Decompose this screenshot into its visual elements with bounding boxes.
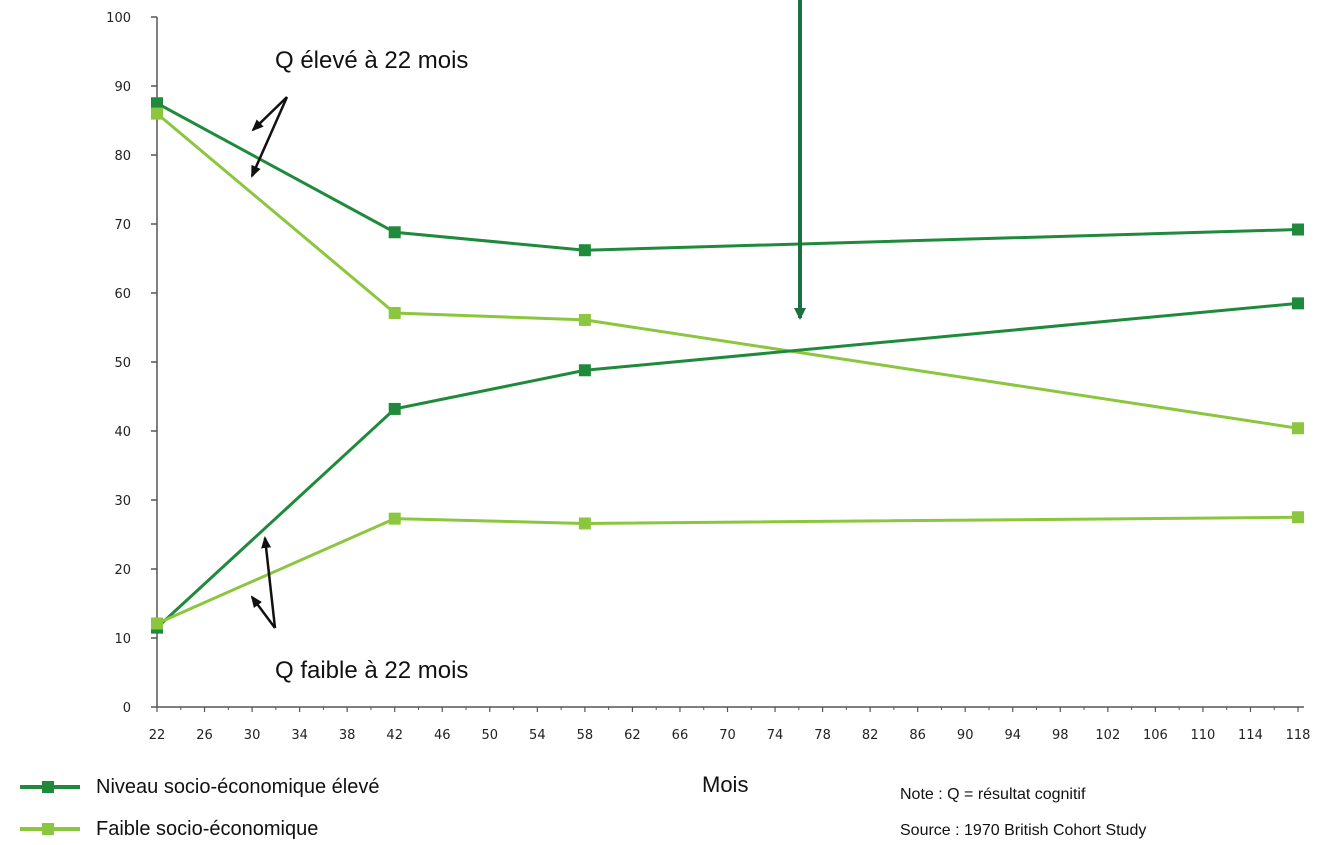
data-point [578, 244, 591, 257]
y-tick-label: 100 [106, 11, 131, 26]
pointer-arrow [251, 96, 288, 132]
y-tick-label: 20 [114, 563, 131, 578]
x-tick-label: 110 [1191, 728, 1216, 743]
x-tick-label: 66 [672, 728, 689, 743]
pointer-arrow [250, 595, 277, 629]
y-tick-label: 50 [114, 356, 131, 371]
annotation-q-eleve: Q élevé à 22 mois [275, 47, 468, 74]
annotation-arrows [250, 0, 806, 629]
pointer-arrow [261, 536, 277, 629]
y-tick-label: 70 [114, 218, 131, 233]
data-point [1292, 511, 1304, 524]
legend-item-low: Faible socio-économique [20, 814, 318, 844]
data-point [578, 364, 591, 377]
x-tick-label: 70 [719, 728, 736, 743]
x-tick-label: 46 [434, 728, 451, 743]
y-tick-label: 90 [114, 80, 131, 95]
x-tick-label: 118 [1286, 728, 1311, 743]
x-tick-label: 78 [814, 728, 831, 743]
tick-labels: 0 10 20 30 40 50 60 70 80 90 100 22 26 30 34 38 42 46 50 54… [106, 11, 1310, 743]
x-tick-label: 30 [244, 728, 261, 743]
legend-label-low: Faible socio-économique [96, 817, 319, 840]
data-point [388, 402, 401, 415]
data-point [151, 97, 163, 110]
data-point [151, 617, 163, 630]
x-tick-label: 26 [196, 728, 213, 743]
x-tick-label: 106 [1143, 728, 1168, 743]
source-text: Source : 1970 British Cohort Study [900, 822, 1147, 839]
y-tick-label: 80 [114, 149, 131, 164]
x-tick-label: 74 [767, 728, 784, 743]
series-line [156, 112, 1299, 430]
x-tick-label: 86 [909, 728, 926, 743]
y-tick-label: 40 [114, 425, 131, 440]
x-tick-label: 50 [482, 728, 499, 743]
x-tick-label: 94 [1004, 728, 1021, 743]
x-tick-label: 114 [1238, 728, 1263, 743]
y-tick-label: 30 [114, 494, 131, 509]
x-tick-label: 90 [957, 728, 974, 743]
legend-swatch-low [20, 823, 80, 835]
x-tick-label: 98 [1052, 728, 1069, 743]
series-line [156, 101, 1299, 252]
x-tick-label: 38 [339, 728, 356, 743]
series-lines [151, 97, 1304, 634]
data-point [1292, 223, 1304, 236]
x-tick-label: 54 [529, 728, 546, 743]
x-tick-label: 22 [149, 728, 166, 743]
data-point [388, 226, 401, 239]
data-point [1292, 422, 1304, 435]
series-line [156, 515, 1299, 625]
data-point [388, 307, 401, 320]
legend-swatch-high [20, 781, 80, 793]
x-axis-label: Mois [702, 772, 749, 797]
x-tick-label: 42 [386, 728, 403, 743]
y-tick-label: 10 [114, 632, 131, 647]
data-point [1292, 297, 1304, 310]
x-tick-label: 58 [577, 728, 594, 743]
series-line [155, 301, 1299, 629]
annotation-q-faible: Q faible à 22 mois [275, 657, 468, 684]
x-tick-label: 62 [624, 728, 641, 743]
data-point [388, 512, 401, 525]
pointer-arrow [250, 96, 289, 178]
axes [151, 16, 1304, 712]
legend-item-high: Niveau socio-économique élevé [20, 772, 380, 802]
x-tick-label: 102 [1095, 728, 1120, 743]
legend-label-high: Niveau socio-économique élevé [96, 775, 380, 798]
note-text: Note : Q = résultat cognitif [900, 786, 1086, 803]
x-tick-label: 82 [862, 728, 879, 743]
y-tick-label: 60 [114, 287, 131, 302]
data-point [578, 517, 591, 530]
x-tick-label: 34 [291, 728, 308, 743]
data-point [151, 107, 163, 120]
data-point [578, 313, 591, 326]
y-tick-label: 0 [123, 701, 131, 716]
